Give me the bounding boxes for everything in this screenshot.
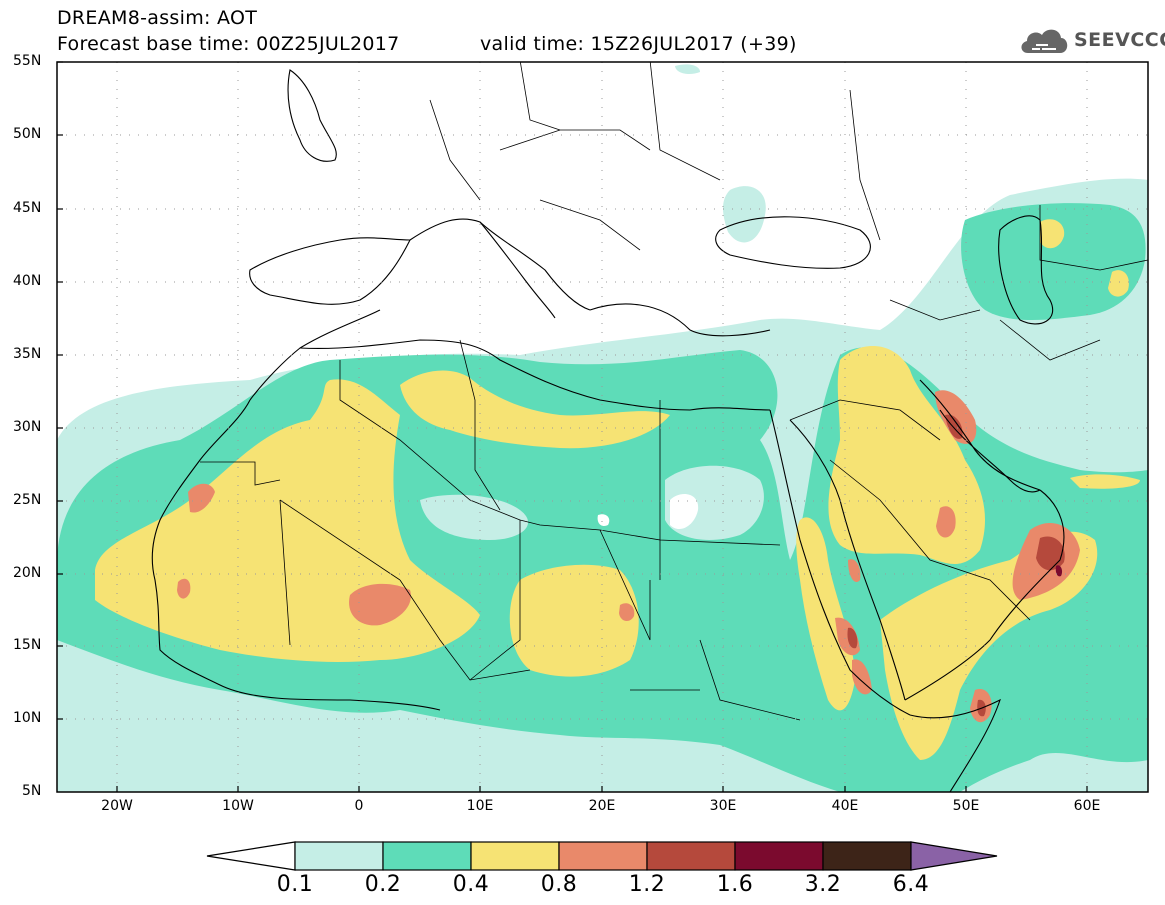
lat-tick-5n: 5N [22, 783, 42, 799]
colorbar-segment-0.4-0.8 [470, 841, 560, 871]
lon-tick-40e: 40E [831, 798, 859, 814]
colorbar-over-arrow [910, 841, 998, 871]
aot-field-0.2-0.4 [961, 203, 1146, 320]
aot-field-lt-0.1 [420, 494, 529, 540]
aot-field-0.8-1.2 [188, 483, 215, 513]
colorbar-segment-0.1-0.2 [294, 841, 384, 871]
lat-tick-35n: 35N [13, 346, 42, 362]
aot-field-0.4-0.8 [509, 564, 639, 677]
aot-field-0.1-0.2 [675, 64, 700, 74]
colorbar-label-1.2: 1.2 [628, 872, 666, 897]
seevccc-logo: SEEVCCC [1018, 23, 1165, 57]
lon-tick-50e: 50E [952, 798, 980, 814]
coastlines [151, 69, 1065, 792]
colorbar-label-1.6: 1.6 [716, 872, 754, 897]
aot-field-0.8-1.2 [349, 583, 411, 626]
lon-tick-20e: 20E [588, 798, 616, 814]
logo-text: SEEVCCC [1074, 29, 1165, 51]
title-line-1: DREAM8-assim: AOT [57, 7, 258, 29]
gridlines [57, 62, 1148, 792]
lon-tick-10w: 10W [222, 798, 254, 814]
aot-field-1.6-3.2 [1055, 565, 1063, 577]
colorbar-under-arrow [206, 841, 296, 871]
colorbar-label-0.2: 0.2 [364, 872, 402, 897]
aot-field-0.2-0.4 [677, 375, 752, 412]
lon-tick-60e: 60E [1073, 798, 1101, 814]
aot-field-0.8-1.2 [619, 603, 635, 622]
colorbar-label-0.4: 0.4 [452, 872, 490, 897]
aot-field-0.8-1.2 [935, 390, 977, 444]
lat-tick-50n: 50N [13, 126, 42, 142]
colorbar-label-6.4: 6.4 [892, 872, 930, 897]
aot-field-0.8-1.2 [936, 506, 956, 538]
axis-ticks [57, 61, 1088, 792]
lat-tick-40n: 40N [13, 273, 42, 289]
aot-field-0.1-0.2 [723, 186, 766, 243]
colorbar-segment-0.8-1.2 [558, 841, 648, 871]
aot-field-lt-0.1 [597, 514, 610, 526]
title-line-2: Forecast base time: 00Z25JUL2017 [57, 33, 400, 55]
lat-tick-25n: 25N [13, 492, 42, 508]
valid-time-label: valid time: 15Z26JUL2017 (+39) [480, 33, 797, 55]
colorbar-segment-0.2-0.4 [382, 841, 472, 871]
colorbar-label-3.2: 3.2 [804, 872, 842, 897]
lon-tick-30e: 30E [709, 798, 737, 814]
cloud-icon [1021, 29, 1068, 53]
aot-field-1.2-1.6 [847, 627, 858, 649]
colorbar-label-0.8: 0.8 [540, 872, 578, 897]
aot-field-lt-0.1 [670, 494, 699, 530]
aot-field-0.4-0.8 [1108, 270, 1129, 297]
aot-field-0.4-0.8 [1040, 219, 1065, 249]
lon-tick-20w: 20W [101, 798, 133, 814]
lat-tick-55n: 55N [13, 53, 42, 69]
lat-tick-20n: 20N [13, 565, 42, 581]
aot-field-0.4-0.8 [400, 370, 670, 449]
lat-tick-10n: 10N [13, 710, 42, 726]
colorbar-segment-1.2-1.6 [646, 841, 736, 871]
lon-tick-0: 0 [354, 798, 364, 814]
lon-tick-10e: 10E [466, 798, 494, 814]
colorbar [206, 841, 998, 871]
lat-tick-45n: 45N [13, 200, 42, 216]
aot-field-0.8-1.2 [177, 578, 191, 599]
colorbar-segment-1.6-3.2 [734, 841, 824, 871]
colorbar-label-0.1: 0.1 [276, 872, 314, 897]
lat-tick-30n: 30N [13, 419, 42, 435]
country-borders [200, 62, 1148, 721]
colorbar-segment-3.2-6.4 [822, 841, 912, 871]
aot-field-0.8-1.2 [848, 559, 861, 582]
lat-tick-15n: 15N [13, 637, 42, 653]
